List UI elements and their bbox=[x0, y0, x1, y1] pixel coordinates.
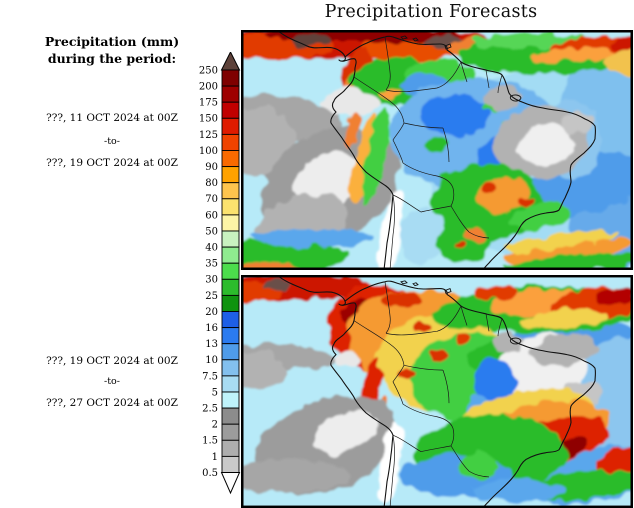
colorbar-cell bbox=[221, 150, 240, 168]
colorbar-cell bbox=[221, 117, 240, 135]
map-frame bbox=[241, 275, 633, 508]
precipitation-colorbar: 2502001751501251009080706050403530252016… bbox=[199, 52, 241, 495]
colorbar-tick-label: 250 bbox=[199, 65, 218, 76]
precip-field bbox=[241, 30, 633, 270]
map-frame bbox=[241, 30, 633, 270]
period1-end-date: ???, 19 OCT 2024 at 00Z bbox=[46, 157, 178, 169]
period2-start-date: ???, 19 OCT 2024 at 00Z bbox=[46, 355, 178, 367]
colorbar-cell bbox=[221, 246, 240, 264]
period1-separator: -to- bbox=[104, 136, 120, 147]
colorbar-tick-label: 13 bbox=[205, 339, 218, 350]
colorbar-cell bbox=[221, 85, 240, 103]
colorbar-cell bbox=[221, 230, 240, 248]
colorbar-cell bbox=[221, 311, 240, 329]
legend-heading: Precipitation (mm) during the period: bbox=[6, 33, 218, 67]
colorbar-cell bbox=[221, 391, 240, 409]
colorbar-cell bbox=[221, 214, 240, 232]
colorbar-tick-label: 60 bbox=[205, 210, 218, 221]
coastline bbox=[276, 30, 596, 270]
colorbar-tick-label: 50 bbox=[205, 226, 218, 237]
colorbar-cell bbox=[221, 359, 240, 377]
colorbar-cell bbox=[221, 278, 240, 296]
colorbar-tick-label: 1 bbox=[212, 452, 218, 463]
colorbar-cell bbox=[221, 198, 240, 216]
colorbar-tick-label: 2 bbox=[212, 420, 218, 431]
colorbar-tick-label: 7.5 bbox=[202, 371, 218, 382]
coastline bbox=[276, 275, 596, 508]
period2-end-date: ???, 27 OCT 2024 at 00Z bbox=[46, 397, 178, 409]
colorbar-cell bbox=[221, 294, 240, 312]
colorbar-tick-label: 20 bbox=[205, 307, 218, 318]
colorbar-tick-label: 5 bbox=[212, 387, 218, 398]
colorbar-tick-label: 175 bbox=[199, 98, 218, 109]
colorbar-cell bbox=[221, 455, 240, 473]
colorbar-cell bbox=[221, 407, 240, 425]
colorbar-cell bbox=[221, 262, 240, 280]
colorbar-cell bbox=[221, 133, 240, 151]
period2-separator: -to- bbox=[104, 376, 120, 387]
colorbar-cell bbox=[221, 69, 240, 87]
colorbar-tick-label: 70 bbox=[205, 194, 218, 205]
page-title: Precipitation Forecasts bbox=[324, 2, 538, 22]
colorbar-cell bbox=[221, 343, 240, 361]
colorbar-tick-label: 80 bbox=[205, 178, 218, 189]
colorbar-cell bbox=[221, 166, 240, 184]
colorbar-cell bbox=[221, 423, 240, 441]
colorbar-cell bbox=[221, 327, 240, 345]
islands-outline bbox=[400, 280, 522, 345]
colorbar-tick-label: 40 bbox=[205, 243, 218, 254]
colorbar-tick-label: 30 bbox=[205, 275, 218, 286]
period1-start-date: ???, 11 OCT 2024 at 00Z bbox=[46, 112, 178, 124]
precip-map-period1 bbox=[241, 30, 633, 270]
colorbar-tick-label: 16 bbox=[205, 323, 218, 334]
precip-map-period2 bbox=[241, 275, 633, 508]
colorbar-over-triangle bbox=[220, 52, 241, 71]
colorbar-cell bbox=[221, 439, 240, 457]
islands-outline bbox=[400, 35, 522, 102]
colorbar-cell bbox=[221, 182, 240, 200]
colorbar-tick-label: 200 bbox=[199, 82, 218, 93]
colorbar-tick-label: 90 bbox=[205, 162, 218, 173]
legend-heading-line1: Precipitation (mm) bbox=[44, 34, 180, 49]
colorbar-tick-label: 100 bbox=[199, 146, 218, 157]
colorbar-cell bbox=[221, 375, 240, 393]
precip-field bbox=[241, 275, 633, 508]
country-borders bbox=[353, 36, 503, 270]
colorbar-tick-label: 125 bbox=[199, 130, 218, 141]
colorbar-tick-label: 35 bbox=[205, 259, 218, 270]
colorbar-tick-label: 10 bbox=[205, 355, 218, 366]
colorbar-tick-label: 25 bbox=[205, 291, 218, 302]
legend-heading-line2: during the period: bbox=[47, 51, 177, 66]
colorbar-cell bbox=[221, 101, 240, 119]
colorbar-under-triangle bbox=[220, 472, 241, 495]
colorbar-tick-label: 0.5 bbox=[202, 468, 218, 479]
colorbar-tick-label: 2.5 bbox=[202, 404, 218, 415]
country-borders bbox=[353, 281, 503, 508]
colorbar-tick-label: 1.5 bbox=[202, 436, 218, 447]
colorbar-tick-label: 150 bbox=[199, 114, 218, 125]
